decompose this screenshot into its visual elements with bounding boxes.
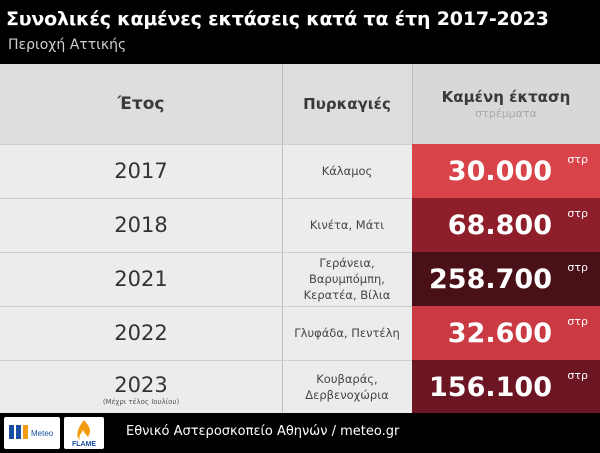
- table-row: 2021 Γεράνεια, Βαρυμπόμπη, Κερατέα, Βίλια 2…: [0, 252, 600, 306]
- area-value-label: 156.100: [429, 371, 552, 403]
- table-row: 2023 (Μέχρι τέλος Ιουλίου) Κουβαράς, Δερβεν…: [0, 360, 600, 414]
- fires-cell: Κουβαράς, Δερβενοχώρια: [282, 360, 412, 414]
- column-header-year-label: Έτος: [117, 94, 165, 114]
- area-bar: 32.600 στρ: [412, 306, 600, 360]
- table-row: 2017 Κάλαμος 30.000 στρ: [0, 144, 600, 198]
- column-header-area-unit: στρέμματα: [475, 107, 537, 120]
- year-label: 2021: [114, 267, 168, 291]
- year-note: (Μέχρι τέλος Ιουλίου): [102, 397, 180, 406]
- fire-location-label: Δερβενοχώρια: [305, 388, 389, 402]
- chart-title: Συνολικές καμένες εκτάσεις κατά τα έτη 2…: [6, 8, 549, 30]
- row-divider: [0, 198, 600, 199]
- table-row: 2018 Κινέτα, Μάτι 68.800 στρ: [0, 198, 600, 252]
- year-label: 2023: [114, 372, 168, 397]
- year-label: 2018: [114, 213, 168, 237]
- fires-cell: Κινέτα, Μάτι: [282, 198, 412, 252]
- area-value-label: 30.000: [447, 155, 552, 187]
- flame-logo-text: FLAME: [72, 441, 96, 448]
- row-divider: [0, 144, 600, 145]
- area-value-label: 258.700: [429, 263, 552, 295]
- row-divider: [0, 306, 600, 307]
- header: Συνολικές καμένες εκτάσεις κατά τα έτη 2…: [0, 0, 600, 64]
- meteo-logo: Meteo: [4, 417, 60, 449]
- area-unit-label: στρ: [567, 207, 588, 220]
- row-divider: [0, 252, 600, 253]
- fires-cell: Κάλαμος: [282, 144, 412, 198]
- year-cell: 2018: [0, 198, 282, 252]
- area-bar: 258.700 στρ: [412, 252, 600, 306]
- fire-location-label: Κινέτα, Μάτι: [309, 218, 385, 232]
- year-label: 2017: [114, 159, 168, 183]
- footer: Meteo FLAME Εθνικό Αστεροσκοπείο Αθηνών …: [0, 413, 600, 452]
- fire-location-label: Γεράνεια, Βαρυμπόμπη,: [309, 256, 385, 286]
- column-header-year: Έτος: [0, 64, 282, 144]
- column-header-area-label: Καμένη έκταση: [441, 88, 571, 106]
- area-value-label: 32.600: [447, 317, 552, 349]
- year-label: 2022: [114, 321, 168, 345]
- column-header-area: Καμένη έκταση στρέμματα: [412, 64, 600, 144]
- area-unit-label: στρ: [567, 369, 588, 382]
- year-cell: 2022: [0, 306, 282, 360]
- column-header-fires: Πυρκαγιές: [282, 64, 412, 144]
- fire-location-label: Κερατέα, Βίλια: [303, 288, 391, 302]
- row-divider: [0, 360, 600, 361]
- meteo-logo-text: Meteo: [31, 429, 54, 438]
- area-unit-label: στρ: [567, 315, 588, 328]
- data-table: Έτος Πυρκαγιές Καμένη έκταση στρέμματα 2…: [0, 64, 600, 414]
- area-unit-label: στρ: [567, 261, 588, 274]
- fires-cell: Γλυφάδα, Πεντέλη: [282, 306, 412, 360]
- flame-logo: FLAME: [64, 417, 104, 449]
- fires-cell: Γεράνεια, Βαρυμπόμπη, Κερατέα, Βίλια: [282, 252, 412, 306]
- area-bar: 68.800 στρ: [412, 198, 600, 252]
- fire-location-label: Κάλαμος: [321, 164, 373, 178]
- area-bar: 156.100 στρ: [412, 360, 600, 414]
- year-cell: 2021: [0, 252, 282, 306]
- fire-location-label: Κουβαράς,: [316, 372, 378, 386]
- area-unit-label: στρ: [567, 153, 588, 166]
- year-cell: 2023 (Μέχρι τέλος Ιουλίου): [0, 360, 282, 416]
- column-divider: [282, 64, 283, 413]
- table-row: 2022 Γλυφάδα, Πεντέλη 32.600 στρ: [0, 306, 600, 360]
- column-header-fires-label: Πυρκαγιές: [303, 95, 391, 113]
- source-credit: Εθνικό Αστεροσκοπείο Αθηνών / meteo.gr: [126, 424, 400, 439]
- area-bar: 30.000 στρ: [412, 144, 600, 198]
- meteo-logo-icon: Meteo: [9, 425, 54, 439]
- area-value-label: 68.800: [447, 209, 552, 241]
- chart-subtitle: Περιοχή Αττικής: [8, 37, 127, 53]
- year-cell: 2017: [0, 144, 282, 198]
- fire-location-label: Γλυφάδα, Πεντέλη: [294, 326, 400, 340]
- flame-logo-icon: FLAME: [72, 420, 96, 448]
